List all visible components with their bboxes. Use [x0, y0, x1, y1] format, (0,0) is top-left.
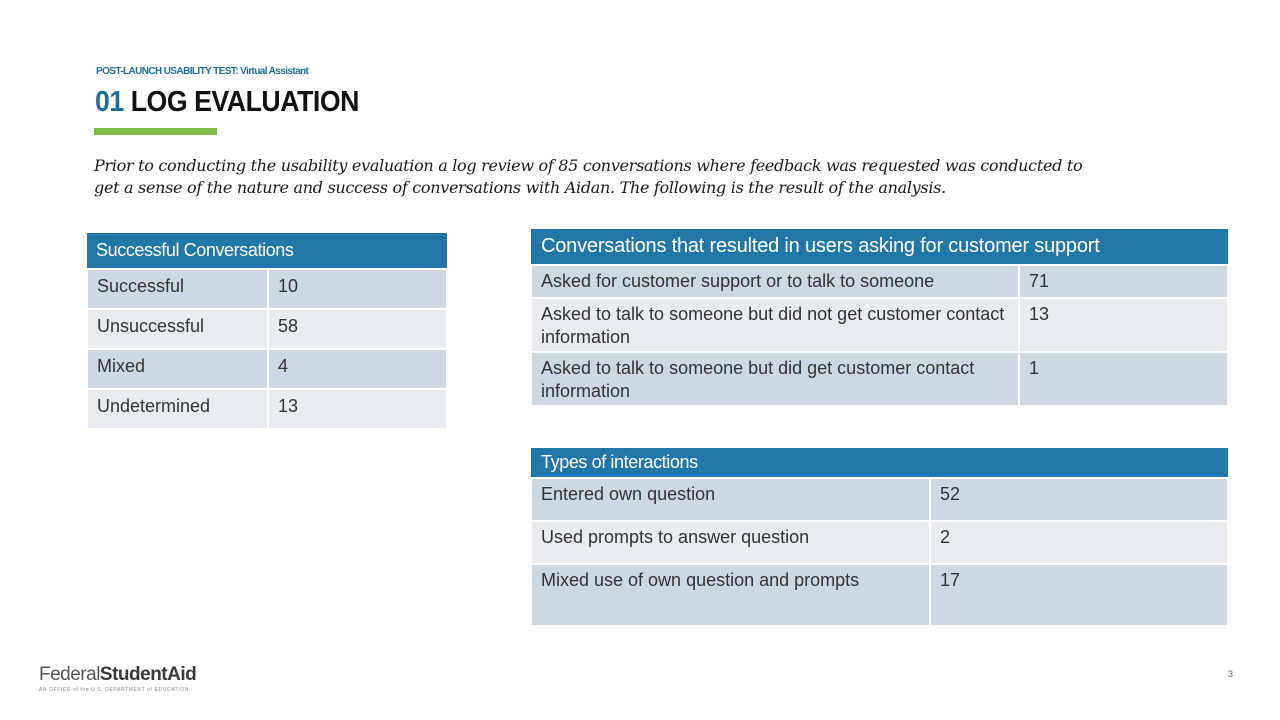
page-title: 01 LOG EVALUATION — [95, 86, 359, 119]
interaction-types-table: Types of interactions Entered own questi… — [530, 448, 1229, 627]
successful-conversations-table: Successful Conversations Successful 10 U… — [86, 233, 448, 430]
table-row: Successful 10 — [86, 268, 448, 310]
table-row: Mixed 4 — [86, 348, 448, 390]
row-value: 52 — [929, 477, 1229, 522]
table-row: Asked to talk to someone but did not get… — [530, 297, 1229, 353]
eyebrow-label: POST-LAUNCH USABILITY TEST: Virtual Assi… — [96, 66, 309, 77]
table-row: Asked to talk to someone but did get cus… — [530, 351, 1229, 407]
row-label: Unsuccessful — [86, 308, 269, 350]
table-row: Unsuccessful 58 — [86, 308, 448, 350]
row-label: Asked for customer support or to talk to… — [530, 264, 1020, 299]
row-label: Asked to talk to someone but did get cus… — [530, 351, 1020, 407]
row-value: 1 — [1018, 351, 1229, 407]
row-label: Mixed use of own question and prompts — [530, 563, 931, 627]
row-label: Successful — [86, 268, 269, 310]
customer-support-table: Conversations that resulted in users ask… — [530, 229, 1229, 407]
logo-bold-text: StudentAid — [99, 664, 197, 685]
row-label: Asked to talk to someone but did not get… — [530, 297, 1020, 353]
table-header: Successful Conversations — [87, 233, 447, 269]
row-value: 13 — [1018, 297, 1229, 353]
row-label: Mixed — [86, 348, 269, 390]
table-row: Entered own question 52 — [530, 477, 1229, 522]
section-number: 01 — [95, 86, 124, 118]
intro-paragraph: Prior to conducting the usability evalua… — [94, 156, 1083, 197]
logo-tagline: AN OFFICE of the U.S. DEPARTMENT of EDUC… — [39, 687, 189, 693]
table-row: Mixed use of own question and prompts 17 — [530, 563, 1229, 627]
logo-wordmark: FederalStudentAid — [39, 664, 197, 686]
table-row: Asked for customer support or to talk to… — [530, 264, 1229, 299]
row-value: 4 — [267, 348, 448, 390]
row-label: Undetermined — [86, 388, 269, 430]
row-value: 71 — [1018, 264, 1229, 299]
table-header: Types of interactions — [531, 448, 1228, 478]
row-value: 2 — [929, 520, 1229, 565]
row-label: Used prompts to answer question — [530, 520, 931, 565]
federal-student-aid-logo: FederalStudentAid AN OFFICE of the U.S. … — [39, 664, 197, 693]
row-value: 13 — [267, 388, 448, 430]
section-title: LOG EVALUATION — [130, 86, 360, 118]
row-value: 17 — [929, 563, 1229, 627]
table-header: Conversations that resulted in users ask… — [531, 229, 1228, 265]
page-number: 3 — [1228, 669, 1234, 679]
table-row: Used prompts to answer question 2 — [530, 520, 1229, 565]
title-accent-bar — [94, 128, 217, 135]
row-value: 58 — [267, 308, 448, 350]
row-value: 10 — [267, 268, 448, 310]
logo-regular-text: Federal — [39, 664, 100, 685]
row-label: Entered own question — [530, 477, 931, 522]
table-row: Undetermined 13 — [86, 388, 448, 430]
